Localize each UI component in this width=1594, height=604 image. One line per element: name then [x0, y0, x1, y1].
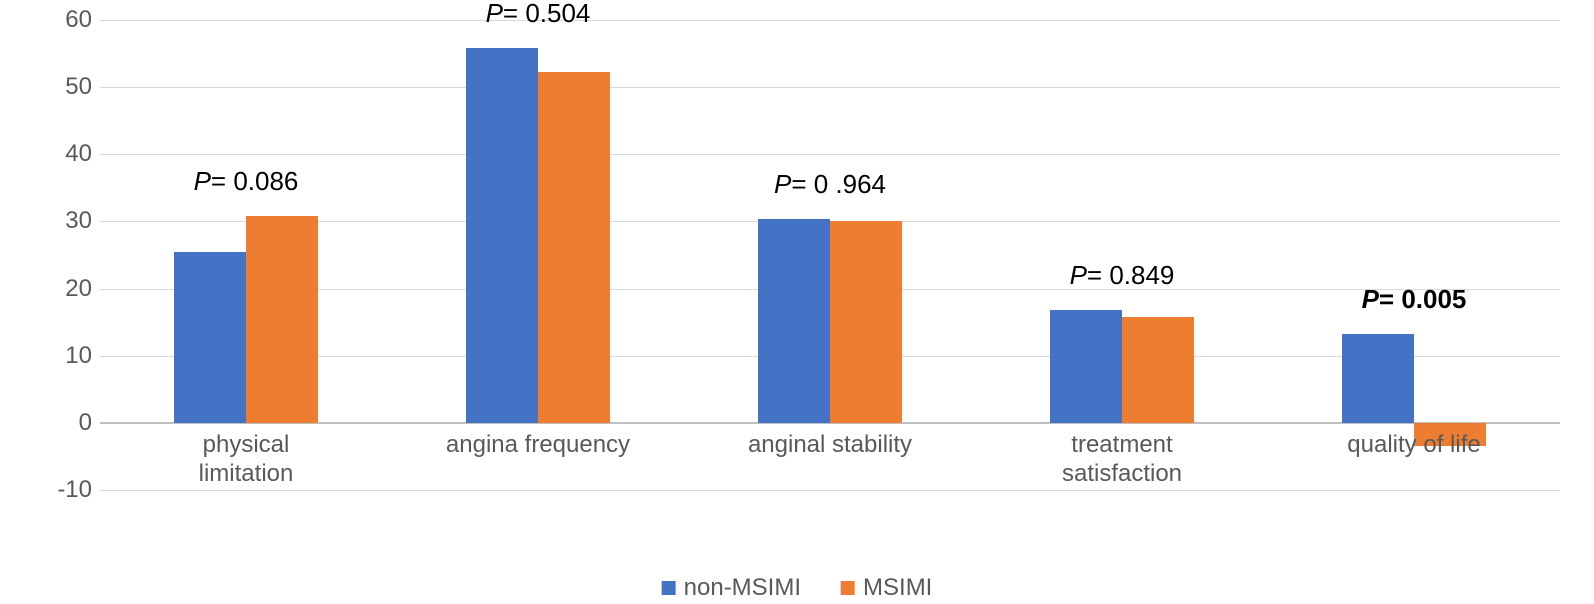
- plot-area: [100, 20, 1560, 490]
- p-value-label: P= 0 .964: [684, 169, 976, 200]
- legend-label-non-msimi: non-MSIMI: [684, 574, 801, 602]
- legend-item-msimi: MSIMI: [841, 574, 932, 602]
- y-tick-label: 60: [32, 6, 92, 34]
- p-value-label: P= 0.504: [392, 0, 684, 29]
- gridline: [100, 20, 1560, 21]
- bar: [174, 252, 246, 423]
- chart-container: -100102030405060 physicallimitationangin…: [60, 20, 1560, 540]
- y-tick-label: 0: [32, 409, 92, 437]
- gridline: [100, 154, 1560, 155]
- y-tick-label: 30: [32, 207, 92, 235]
- legend-swatch-msimi: [841, 581, 855, 595]
- p-value-label: P= 0.849: [976, 260, 1268, 291]
- x-category-label: anginal stability: [684, 431, 976, 460]
- legend: non-MSIMI MSIMI: [662, 574, 933, 602]
- bar: [538, 72, 610, 422]
- x-category-label: angina frequency: [392, 431, 684, 460]
- gridline: [100, 490, 1560, 491]
- bar: [1050, 310, 1122, 423]
- y-tick-label: 10: [32, 342, 92, 370]
- bar: [1342, 334, 1414, 423]
- y-tick-label: 20: [32, 275, 92, 303]
- y-tick-label: 40: [32, 140, 92, 168]
- bar: [830, 221, 902, 423]
- bar: [758, 219, 830, 423]
- bar: [246, 216, 318, 423]
- x-category-label: treatmentsatisfaction: [976, 431, 1268, 489]
- y-tick-label: 50: [32, 73, 92, 101]
- gridline: [100, 87, 1560, 88]
- p-value-label: P= 0.005: [1268, 284, 1560, 315]
- legend-label-msimi: MSIMI: [863, 574, 932, 602]
- x-category-label: physicallimitation: [100, 431, 392, 489]
- y-tick-label: -10: [32, 476, 92, 504]
- bar: [466, 48, 538, 423]
- p-value-label: P= 0.086: [100, 166, 392, 197]
- x-category-label: quality of life: [1268, 431, 1560, 460]
- legend-swatch-non-msimi: [662, 581, 676, 595]
- bar: [1122, 317, 1194, 422]
- legend-item-non-msimi: non-MSIMI: [662, 574, 801, 602]
